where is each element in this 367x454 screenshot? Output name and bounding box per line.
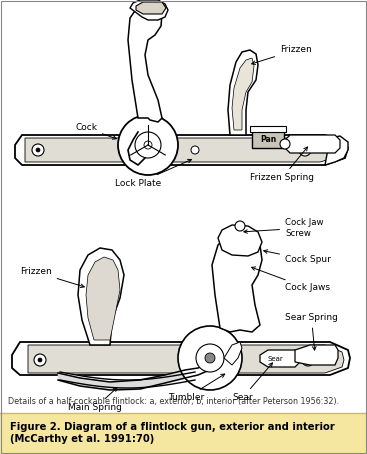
Bar [250, 126, 286, 132]
Circle shape [118, 115, 178, 175]
Text: Sear Spring: Sear Spring [285, 314, 338, 350]
Polygon shape [218, 225, 262, 256]
Circle shape [178, 326, 242, 390]
Circle shape [306, 358, 310, 362]
Circle shape [302, 354, 314, 366]
Text: Pan: Pan [260, 134, 276, 143]
Text: Tumbler: Tumbler [168, 374, 225, 403]
Polygon shape [86, 257, 120, 340]
Text: Sear: Sear [267, 356, 283, 362]
Circle shape [38, 358, 42, 362]
Polygon shape [136, 2, 166, 14]
Text: Frizzen Spring: Frizzen Spring [250, 147, 314, 183]
Text: Frizzen: Frizzen [20, 267, 84, 287]
Circle shape [205, 353, 215, 363]
Text: Lock Plate: Lock Plate [115, 159, 192, 188]
Polygon shape [78, 248, 124, 345]
Circle shape [196, 344, 224, 372]
Polygon shape [325, 136, 348, 165]
Circle shape [36, 148, 40, 152]
Polygon shape [15, 135, 348, 165]
Text: Details of a half-cockable flintlock: a, exterior; b, interior (after Peterson 1: Details of a half-cockable flintlock: a,… [8, 397, 339, 406]
Text: Sear: Sear [232, 363, 272, 403]
Polygon shape [12, 342, 350, 375]
Circle shape [280, 139, 290, 149]
Text: Cock Jaws: Cock Jaws [252, 267, 330, 292]
Text: Cock: Cock [75, 123, 116, 139]
Polygon shape [128, 3, 162, 122]
Circle shape [144, 141, 152, 149]
Circle shape [135, 132, 161, 158]
Text: Frizzen: Frizzen [252, 45, 312, 64]
Polygon shape [285, 135, 340, 153]
Text: Main Spring: Main Spring [68, 388, 122, 413]
Polygon shape [224, 342, 242, 365]
Circle shape [34, 354, 46, 366]
Polygon shape [130, 0, 168, 20]
Polygon shape [260, 350, 300, 367]
Polygon shape [228, 50, 258, 135]
Circle shape [181, 356, 189, 364]
Polygon shape [25, 138, 342, 162]
Bar [252, 130, 284, 148]
Polygon shape [212, 232, 262, 332]
Polygon shape [232, 58, 254, 130]
Circle shape [235, 221, 245, 231]
Bar [0, 414, 367, 454]
Text: Figure 2. Diagram of a flintlock gun, exterior and interior: Figure 2. Diagram of a flintlock gun, ex… [10, 422, 335, 432]
Text: Cock Spur: Cock Spur [264, 250, 331, 265]
Polygon shape [295, 345, 338, 365]
Circle shape [32, 144, 44, 156]
Circle shape [303, 148, 307, 152]
Polygon shape [28, 345, 344, 373]
Text: Cock Jaw
Screw: Cock Jaw Screw [244, 218, 323, 238]
Circle shape [191, 146, 199, 154]
Circle shape [299, 144, 311, 156]
Text: (McCarthy et al. 1991:70): (McCarthy et al. 1991:70) [10, 434, 154, 444]
